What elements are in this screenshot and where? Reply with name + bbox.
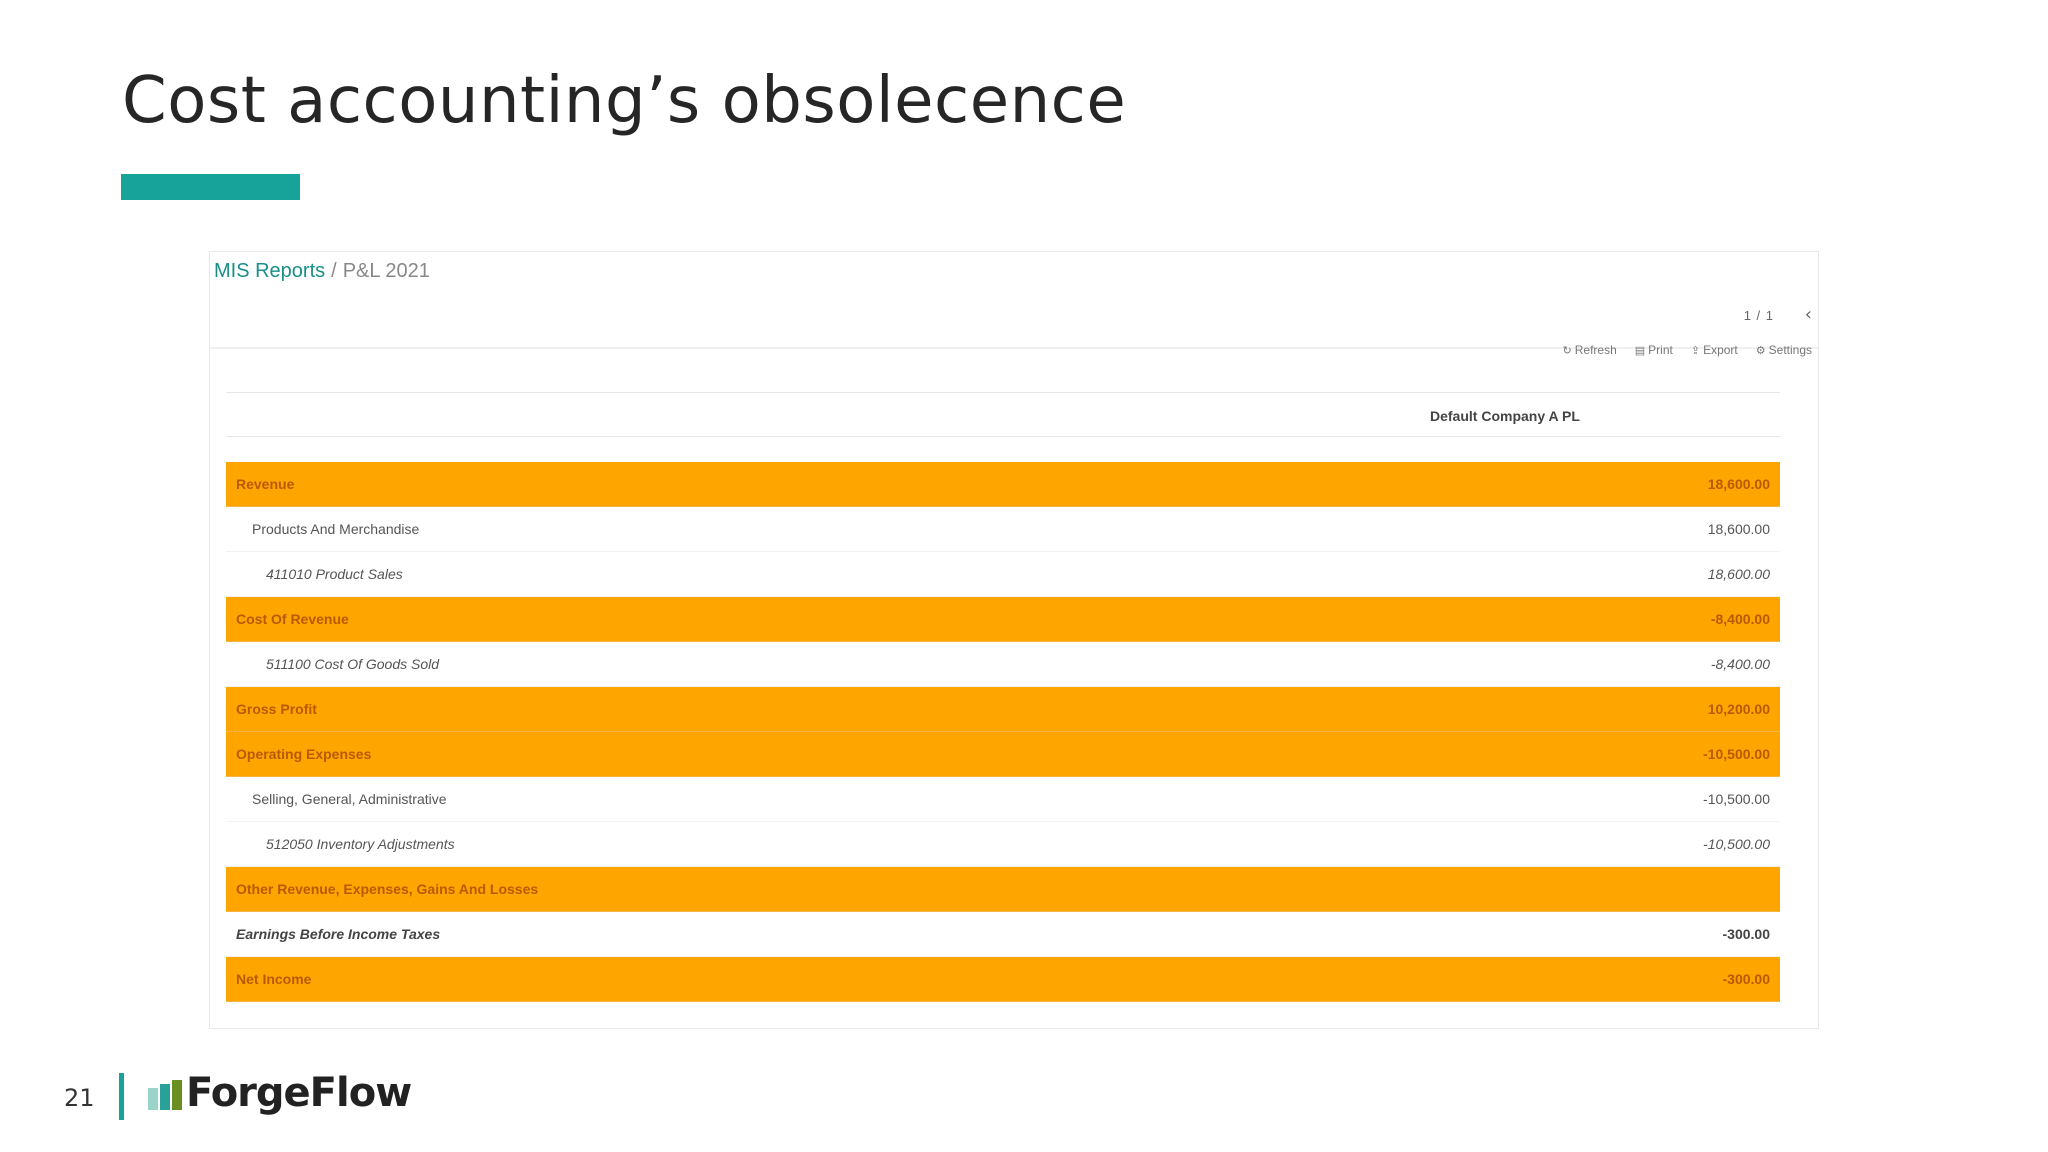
column-header-company: Default Company A PL: [1430, 408, 1580, 424]
row-label: Other Revenue, Expenses, Gains And Losse…: [236, 881, 539, 897]
report-table: Revenue 18,600.00 Products And Merchandise…: [226, 462, 1780, 1002]
table-row[interactable]: Other Revenue, Expenses, Gains And Losse…: [226, 867, 1780, 912]
breadcrumb-mis-reports-link[interactable]: MIS Reports: [214, 260, 326, 282]
settings-button[interactable]: ⚙ Settings: [1756, 343, 1812, 357]
settings-label: Settings: [1768, 343, 1812, 357]
gear-icon: ⚙: [1755, 344, 1766, 357]
pager-counter[interactable]: 1 / 1: [1743, 308, 1774, 323]
table-row[interactable]: Gross Profit 10,200.00: [226, 687, 1780, 732]
table-row[interactable]: Selling, General, Administrative -10,500.…: [226, 777, 1780, 822]
row-label: Revenue: [236, 476, 295, 492]
row-value: -10,500.00: [1703, 746, 1770, 762]
row-label: 411010 Product Sales: [266, 566, 403, 582]
logo-bars-icon: [148, 1076, 182, 1110]
export-label: Export: [1703, 343, 1738, 357]
breadcrumb-current: P&L 2021: [342, 260, 430, 282]
row-value: -10,500.00: [1703, 791, 1770, 807]
row-value: 18,600.00: [1707, 476, 1770, 492]
row-value: -8,400.00: [1710, 611, 1770, 627]
table-row[interactable]: Cost Of Revenue -8,400.00: [226, 597, 1780, 642]
row-value: -300.00: [1722, 926, 1770, 942]
row-value: -10,500.00: [1703, 836, 1770, 852]
table-row[interactable]: 512050 Inventory Adjustments -10,500.00: [226, 822, 1780, 867]
row-label: Gross Profit: [236, 701, 317, 717]
row-label: Operating Expenses: [236, 746, 372, 762]
report-toolbar: ↻ Refresh ▤ Print ⇪ Export ⚙ Settings: [1563, 343, 1812, 357]
table-row[interactable]: Products And Merchandise 18,600.00: [226, 507, 1780, 552]
logo-text: ForgeFlow: [186, 1070, 412, 1116]
mis-report-screenshot: MIS Reports / P&L 2021 1 / 1 ‹ ↻ Refresh ▤ P…: [209, 251, 1819, 1029]
control-panel-divider: [210, 347, 1818, 349]
chevron-left-icon[interactable]: ‹: [1804, 304, 1812, 325]
refresh-icon: ↻: [1562, 344, 1572, 357]
row-value: 18,600.00: [1707, 521, 1770, 537]
row-value: -300.00: [1722, 971, 1770, 987]
export-icon: ⇪: [1690, 344, 1701, 357]
export-button[interactable]: ⇪ Export: [1691, 343, 1738, 357]
footer-divider: [119, 1073, 124, 1120]
refresh-button[interactable]: ↻ Refresh: [1563, 343, 1617, 357]
row-value: 10,200.00: [1707, 701, 1770, 717]
row-label: Selling, General, Administrative: [252, 791, 447, 807]
print-button[interactable]: ▤ Print: [1635, 343, 1673, 357]
row-label: Cost Of Revenue: [236, 611, 349, 627]
row-label: 511100 Cost Of Goods Sold: [266, 656, 440, 672]
row-value: 18,600.00: [1707, 566, 1770, 582]
table-row[interactable]: Net Income -300.00: [226, 957, 1780, 1002]
print-icon: ▤: [1634, 344, 1646, 357]
header-rule-bottom: [226, 436, 1780, 437]
print-label: Print: [1648, 343, 1673, 357]
row-label: Net Income: [236, 971, 312, 987]
row-value: -8,400.00: [1710, 656, 1770, 672]
table-row[interactable]: Revenue 18,600.00: [226, 462, 1780, 507]
forgeflow-logo: ForgeFlow: [148, 1070, 412, 1116]
title-accent-bar: [121, 174, 300, 200]
table-row[interactable]: 411010 Product Sales 18,600.00: [226, 552, 1780, 597]
breadcrumb: MIS Reports / P&L 2021: [214, 260, 430, 283]
slide-title: Cost accounting’s obsolecence: [122, 64, 1127, 138]
header-rule-top: [226, 392, 1780, 393]
row-label: Earnings Before Income Taxes: [236, 926, 441, 942]
page-number: 21: [64, 1084, 95, 1112]
refresh-label: Refresh: [1574, 343, 1617, 357]
table-row[interactable]: Operating Expenses -10,500.00: [226, 732, 1780, 777]
row-label: Products And Merchandise: [252, 521, 420, 537]
table-row[interactable]: 511100 Cost Of Goods Sold -8,400.00: [226, 642, 1780, 687]
breadcrumb-separator: /: [331, 260, 337, 282]
row-label: 512050 Inventory Adjustments: [266, 836, 455, 852]
table-row[interactable]: Earnings Before Income Taxes -300.00: [226, 912, 1780, 957]
